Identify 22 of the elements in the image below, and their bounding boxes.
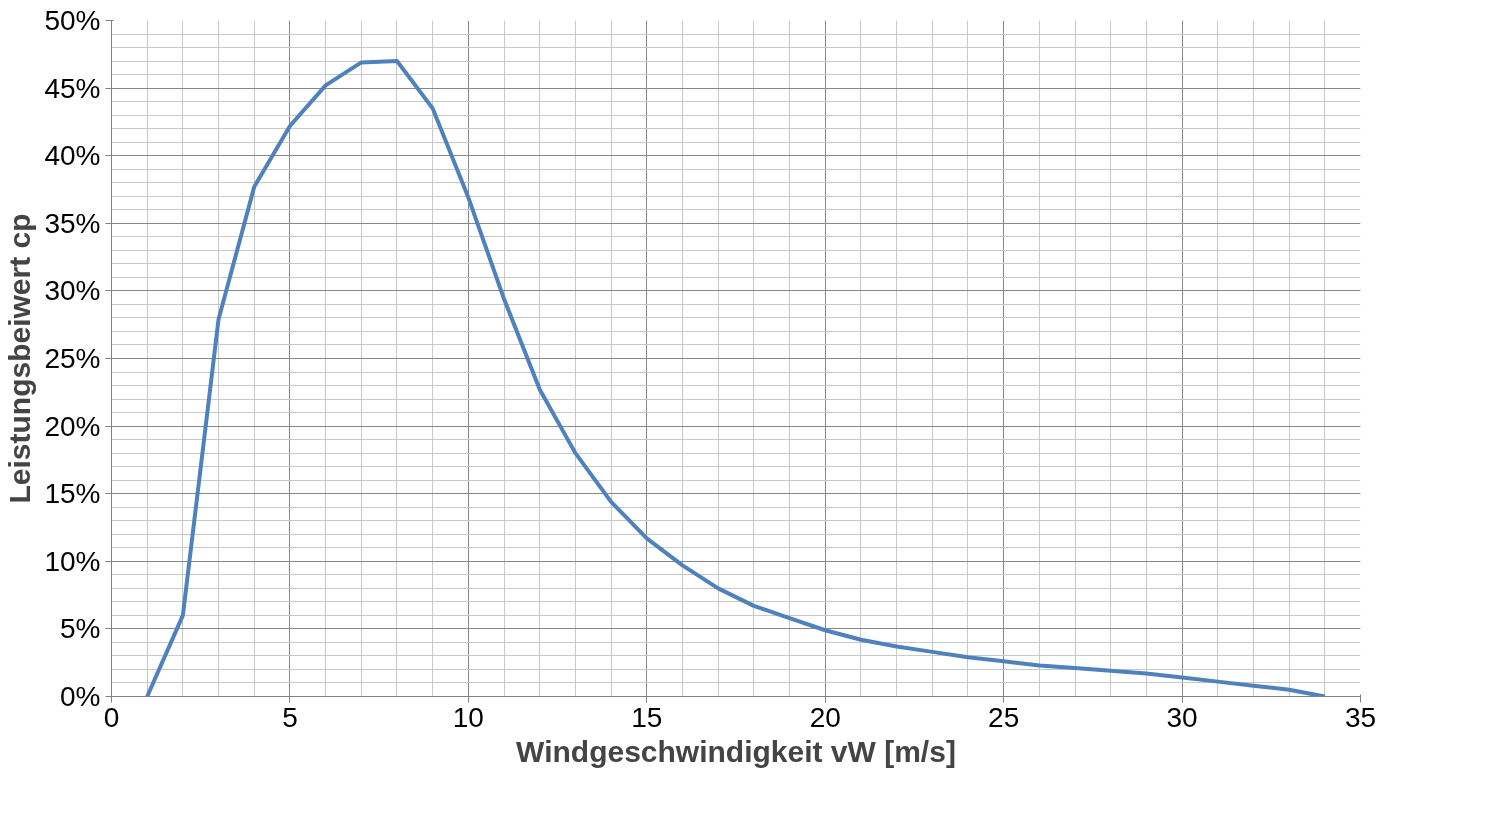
x-tick-label: 35 bbox=[1344, 701, 1377, 733]
y-tick-label: 25% bbox=[44, 343, 101, 374]
x-tick-label: 10 bbox=[452, 701, 484, 733]
y-tick-label: 50% bbox=[44, 5, 101, 36]
x-tick-label: 20 bbox=[809, 701, 841, 733]
y-tick-label: 30% bbox=[44, 275, 101, 307]
y-tick-label: 5% bbox=[60, 613, 101, 645]
x-tick-label: 15 bbox=[631, 701, 663, 733]
y-tick-label: 35% bbox=[44, 207, 101, 239]
line-series bbox=[145, 59, 1327, 697]
y-tick-label: 0% bbox=[60, 681, 101, 712]
x-tick-label: 5 bbox=[282, 701, 298, 733]
x-tick-label: 0 bbox=[103, 701, 120, 733]
y-tick-label: 10% bbox=[44, 545, 101, 577]
x-tick-label: 25 bbox=[988, 701, 1020, 733]
x-tick-label: 30 bbox=[1166, 701, 1198, 733]
y-axis-title: Leistungsbeiwert cp bbox=[3, 213, 37, 504]
y-tick-label: 45% bbox=[44, 72, 101, 104]
x-axis-title: Windgeschwindigkeit vW [m/s] bbox=[516, 734, 956, 768]
y-tick-label: 15% bbox=[44, 478, 101, 510]
y-tick-label: 40% bbox=[44, 140, 101, 172]
y-tick-label: 20% bbox=[44, 410, 101, 442]
